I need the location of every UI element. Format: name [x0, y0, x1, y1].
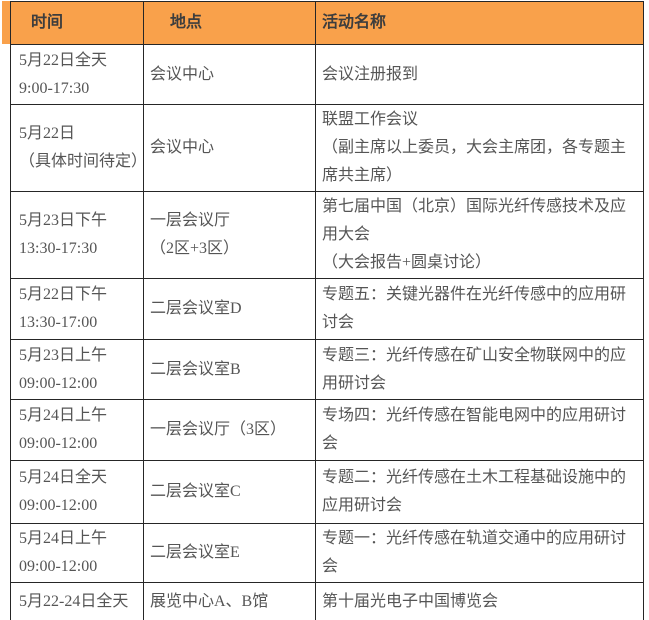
- table-row: 5月23日下午 13:30-17:30 一层会议厅 （2区+3区） 第七届中国（…: [10, 191, 644, 279]
- time-cell: 5月22-24日全天: [10, 582, 144, 620]
- table-header: 时间 地点 活动名称: [10, 1, 644, 45]
- activity-cell: 专题一：光纤传感在轨道交通中的应用研讨会: [315, 523, 644, 583]
- table-row: 5月24日上午 09:00-12:00 一层会议厅（3区） 专场四：光纤传感在智…: [10, 399, 644, 461]
- table-row: 5月24日全天 09:00-12:00 二层会议室C 专题二：光纤传感在土木工程…: [10, 460, 644, 524]
- location-cell: 二层会议室B: [143, 339, 316, 400]
- table-body: 5月22日全天 9:00-17:30 会议中心 会议注册报到 5月22日 （具体…: [10, 44, 644, 620]
- activity-cell: 会议注册报到: [315, 44, 644, 105]
- activity-cell: 专题二：光纤传感在土木工程基础设施中的应用研讨会: [315, 460, 644, 524]
- location-cell: 一层会议厅 （2区+3区）: [143, 191, 316, 279]
- conference-schedule-table: 时间 地点 活动名称 5月22日全天 9:00-17:30 会议中心 会议注册报…: [10, 1, 644, 620]
- activity-cell: 第十届光电子中国博览会: [315, 582, 644, 620]
- table-row: 5月22日全天 9:00-17:30 会议中心 会议注册报到: [10, 44, 644, 105]
- location-cell: 会议中心: [143, 104, 316, 192]
- location-cell: 二层会议室D: [143, 278, 316, 340]
- activity-cell: 第七届中国（北京）国际光纤传感技术及应用大会 （大会报告+圆桌讨论）: [315, 191, 644, 279]
- location-cell: 会议中心: [143, 44, 316, 105]
- table-row: 5月23日上午 09:00-12:00 二层会议室B 专题三：光纤传感在矿山安全…: [10, 339, 644, 400]
- location-cell: 一层会议厅（3区）: [143, 399, 316, 461]
- header-cell-time: 时间: [10, 1, 144, 45]
- time-cell: 5月22日下午 13:30-17:00: [10, 278, 144, 340]
- time-cell: 5月24日上午 09:00-12:00: [10, 399, 144, 461]
- time-cell: 5月24日全天 09:00-12:00: [10, 460, 144, 524]
- location-cell: 二层会议室C: [143, 460, 316, 524]
- header-cell-location: 地点: [143, 1, 316, 45]
- activity-cell: 专题三：光纤传感在矿山安全物联网中的应用研讨会: [315, 339, 644, 400]
- header-bleed-strip: [2, 1, 12, 44]
- table-row: 5月22日 （具体时间待定） 会议中心 联盟工作会议 （副主席以上委员，大会主席…: [10, 104, 644, 192]
- time-cell: 5月22日 （具体时间待定）: [10, 104, 144, 192]
- location-cell: 展览中心A、B馆: [143, 582, 316, 620]
- table-row: 5月22-24日全天 展览中心A、B馆 第十届光电子中国博览会: [10, 582, 644, 620]
- time-cell: 5月23日下午 13:30-17:30: [10, 191, 144, 279]
- header-cell-activity: 活动名称: [315, 1, 644, 45]
- time-cell: 5月23日上午 09:00-12:00: [10, 339, 144, 400]
- header-row: 时间 地点 活动名称: [10, 1, 644, 45]
- activity-cell: 专场四：光纤传感在智能电网中的应用研讨会: [315, 399, 644, 461]
- time-cell: 5月24日上午 09:00-12:00: [10, 523, 144, 583]
- table-row: 5月24日上午 09:00-12:00 二层会议室E 专题一：光纤传感在轨道交通…: [10, 523, 644, 583]
- activity-cell: 专题五：关键光器件在光纤传感中的应用研讨会: [315, 278, 644, 340]
- location-cell: 二层会议室E: [143, 523, 316, 583]
- time-cell: 5月22日全天 9:00-17:30: [10, 44, 144, 105]
- table-row: 5月22日下午 13:30-17:00 二层会议室D 专题五：关键光器件在光纤传…: [10, 278, 644, 340]
- activity-cell: 联盟工作会议 （副主席以上委员，大会主席团，各专题主席共主席）: [315, 104, 644, 192]
